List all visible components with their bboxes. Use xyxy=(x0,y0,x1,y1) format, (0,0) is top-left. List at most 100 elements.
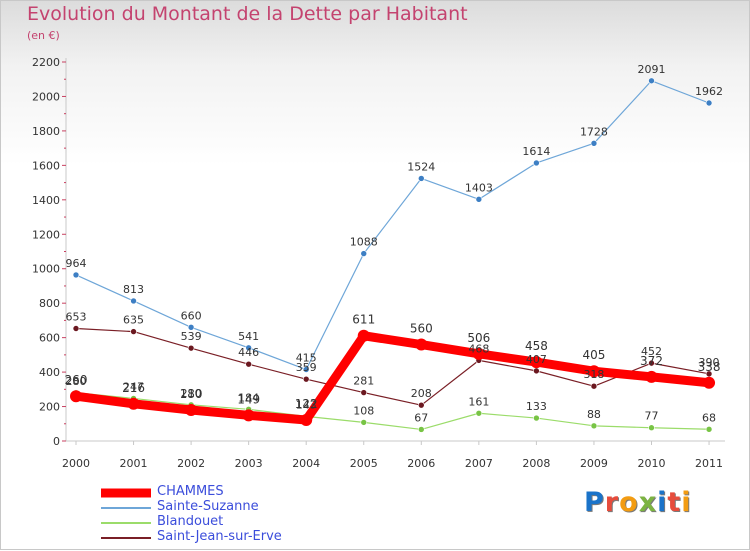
data-label-blandouet: 133 xyxy=(526,400,547,413)
legend-swatch xyxy=(101,536,151,539)
data-point-saint-jean-sur-erve xyxy=(72,325,80,332)
y-tick-label: 1600 xyxy=(32,159,60,172)
data-label-blandouet: 108 xyxy=(353,404,374,417)
data-point-sainte-suzanne xyxy=(648,77,655,85)
series-line-sainte-suzanne xyxy=(75,80,710,371)
data-label-chammes: 180 xyxy=(180,387,203,401)
data-label-chammes: 260 xyxy=(65,373,88,387)
series-lines xyxy=(70,77,716,433)
data-point-sainte-suzanne xyxy=(417,175,425,182)
data-label-chammes: 611 xyxy=(352,313,375,327)
data-label-chammes: 405 xyxy=(582,348,605,362)
data-label-chammes: 560 xyxy=(410,322,433,336)
y-tick-label: 1200 xyxy=(32,228,60,241)
data-label-sainte-suzanne: 1962 xyxy=(695,85,723,98)
data-label-sainte-suzanne: 1088 xyxy=(350,236,378,249)
y-tick-label: 2000 xyxy=(32,90,60,103)
data-point-blandouet xyxy=(648,424,655,432)
data-point-saint-jean-sur-erve xyxy=(590,382,598,390)
proxiti-logo: Proxiti xyxy=(584,487,692,518)
data-label-sainte-suzanne: 541 xyxy=(238,330,259,343)
data-label-sainte-suzanne: 1403 xyxy=(465,181,493,194)
data-point-sainte-suzanne xyxy=(187,323,195,331)
legend-swatch xyxy=(101,488,151,497)
logo-letter: x xyxy=(638,487,658,518)
data-point-blandouet xyxy=(705,425,713,433)
data-label-saint-jean-sur-erve: 281 xyxy=(353,375,374,388)
series-line-chammes xyxy=(71,331,714,425)
data-label-sainte-suzanne: 813 xyxy=(123,283,144,296)
logo-letter: P xyxy=(584,487,605,518)
legend-label: Sainte-Suzanne xyxy=(157,499,259,514)
data-label-blandouet: 77 xyxy=(645,410,659,423)
logo-letter: o xyxy=(619,487,639,518)
data-label-blandouet: 161 xyxy=(468,395,489,408)
data-point-blandouet xyxy=(360,419,368,426)
logo-letter: r xyxy=(604,487,620,518)
data-point-chammes xyxy=(415,338,428,351)
data-label-saint-jean-sur-erve: 359 xyxy=(296,361,317,374)
data-label-saint-jean-sur-erve: 653 xyxy=(66,311,87,324)
data-point-saint-jean-sur-erve xyxy=(360,389,368,396)
data-point-sainte-suzanne xyxy=(130,297,137,305)
data-point-chammes xyxy=(472,347,485,360)
y-tick-label: 2200 xyxy=(32,56,60,69)
x-tick-label: 2010 xyxy=(638,457,666,470)
data-label-saint-jean-sur-erve: 635 xyxy=(123,314,144,327)
data-point-blandouet xyxy=(590,422,598,430)
data-point-chammes xyxy=(242,409,255,422)
x-tick-label: 2006 xyxy=(407,457,435,470)
data-point-chammes xyxy=(530,356,543,369)
logo-letter: t xyxy=(667,487,682,518)
legend-label: Blandouet xyxy=(157,514,224,529)
y-tick-label: 1800 xyxy=(32,125,60,138)
data-point-sainte-suzanne xyxy=(245,344,252,352)
data-label-blandouet: 247 xyxy=(123,380,144,393)
data-point-chammes xyxy=(70,390,82,403)
data-label-sainte-suzanne: 415 xyxy=(296,352,317,365)
data-label-blandouet: 280 xyxy=(66,375,87,388)
data-point-sainte-suzanne xyxy=(705,99,713,107)
x-tick-label: 2002 xyxy=(177,457,205,470)
data-label-blandouet: 67 xyxy=(414,411,428,424)
chart-subtitle: (en €) xyxy=(27,29,60,42)
series-line-saint-jean-sur-erve xyxy=(75,327,710,406)
data-point-sainte-suzanne xyxy=(72,271,80,279)
data-label-chammes: 216 xyxy=(122,381,145,395)
y-tick-label: 800 xyxy=(39,297,60,310)
chart-title: Evolution du Montant de la Dette par Hab… xyxy=(27,3,468,25)
data-point-saint-jean-sur-erve xyxy=(187,344,195,352)
data-label-saint-jean-sur-erve: 318 xyxy=(583,368,604,381)
x-tick-label: 2005 xyxy=(350,457,378,470)
data-label-saint-jean-sur-erve: 407 xyxy=(526,353,547,366)
data-label-chammes: 506 xyxy=(467,331,490,345)
data-point-chammes xyxy=(645,370,658,383)
data-point-saint-jean-sur-erve xyxy=(648,359,655,367)
data-label-sainte-suzanne: 1614 xyxy=(522,145,550,158)
series-labels: 964 813 660 541 415 1088 1524 1403 1614 1728 2091 1… xyxy=(65,63,724,425)
data-point-sainte-suzanne xyxy=(360,250,368,257)
data-point-chammes xyxy=(127,397,140,410)
legend-label: CHAMMES xyxy=(157,484,224,499)
data-point-saint-jean-sur-erve xyxy=(533,367,540,375)
x-tick-label: 2007 xyxy=(465,457,493,470)
x-tick-label: 2008 xyxy=(522,457,550,470)
data-label-saint-jean-sur-erve: 446 xyxy=(238,346,259,359)
legend-swatch xyxy=(101,506,151,509)
x-tick-label: 2011 xyxy=(695,457,723,470)
data-label-chammes: 338 xyxy=(698,360,721,374)
data-point-sainte-suzanne xyxy=(302,366,310,373)
data-label-blandouet: 88 xyxy=(587,408,601,421)
data-label-saint-jean-sur-erve: 539 xyxy=(181,330,202,343)
y-tick-label: 400 xyxy=(39,366,60,379)
data-label-blandouet: 143 xyxy=(296,398,317,411)
data-point-chammes xyxy=(300,413,313,426)
data-label-sainte-suzanne: 660 xyxy=(181,309,202,322)
y-tick-label: 600 xyxy=(39,332,60,345)
data-point-blandouet xyxy=(533,414,540,422)
x-tick-label: 2003 xyxy=(235,457,263,470)
data-label-chammes: 458 xyxy=(525,339,548,353)
data-label-saint-jean-sur-erve: 208 xyxy=(411,387,432,400)
data-point-saint-jean-sur-erve xyxy=(417,401,425,409)
